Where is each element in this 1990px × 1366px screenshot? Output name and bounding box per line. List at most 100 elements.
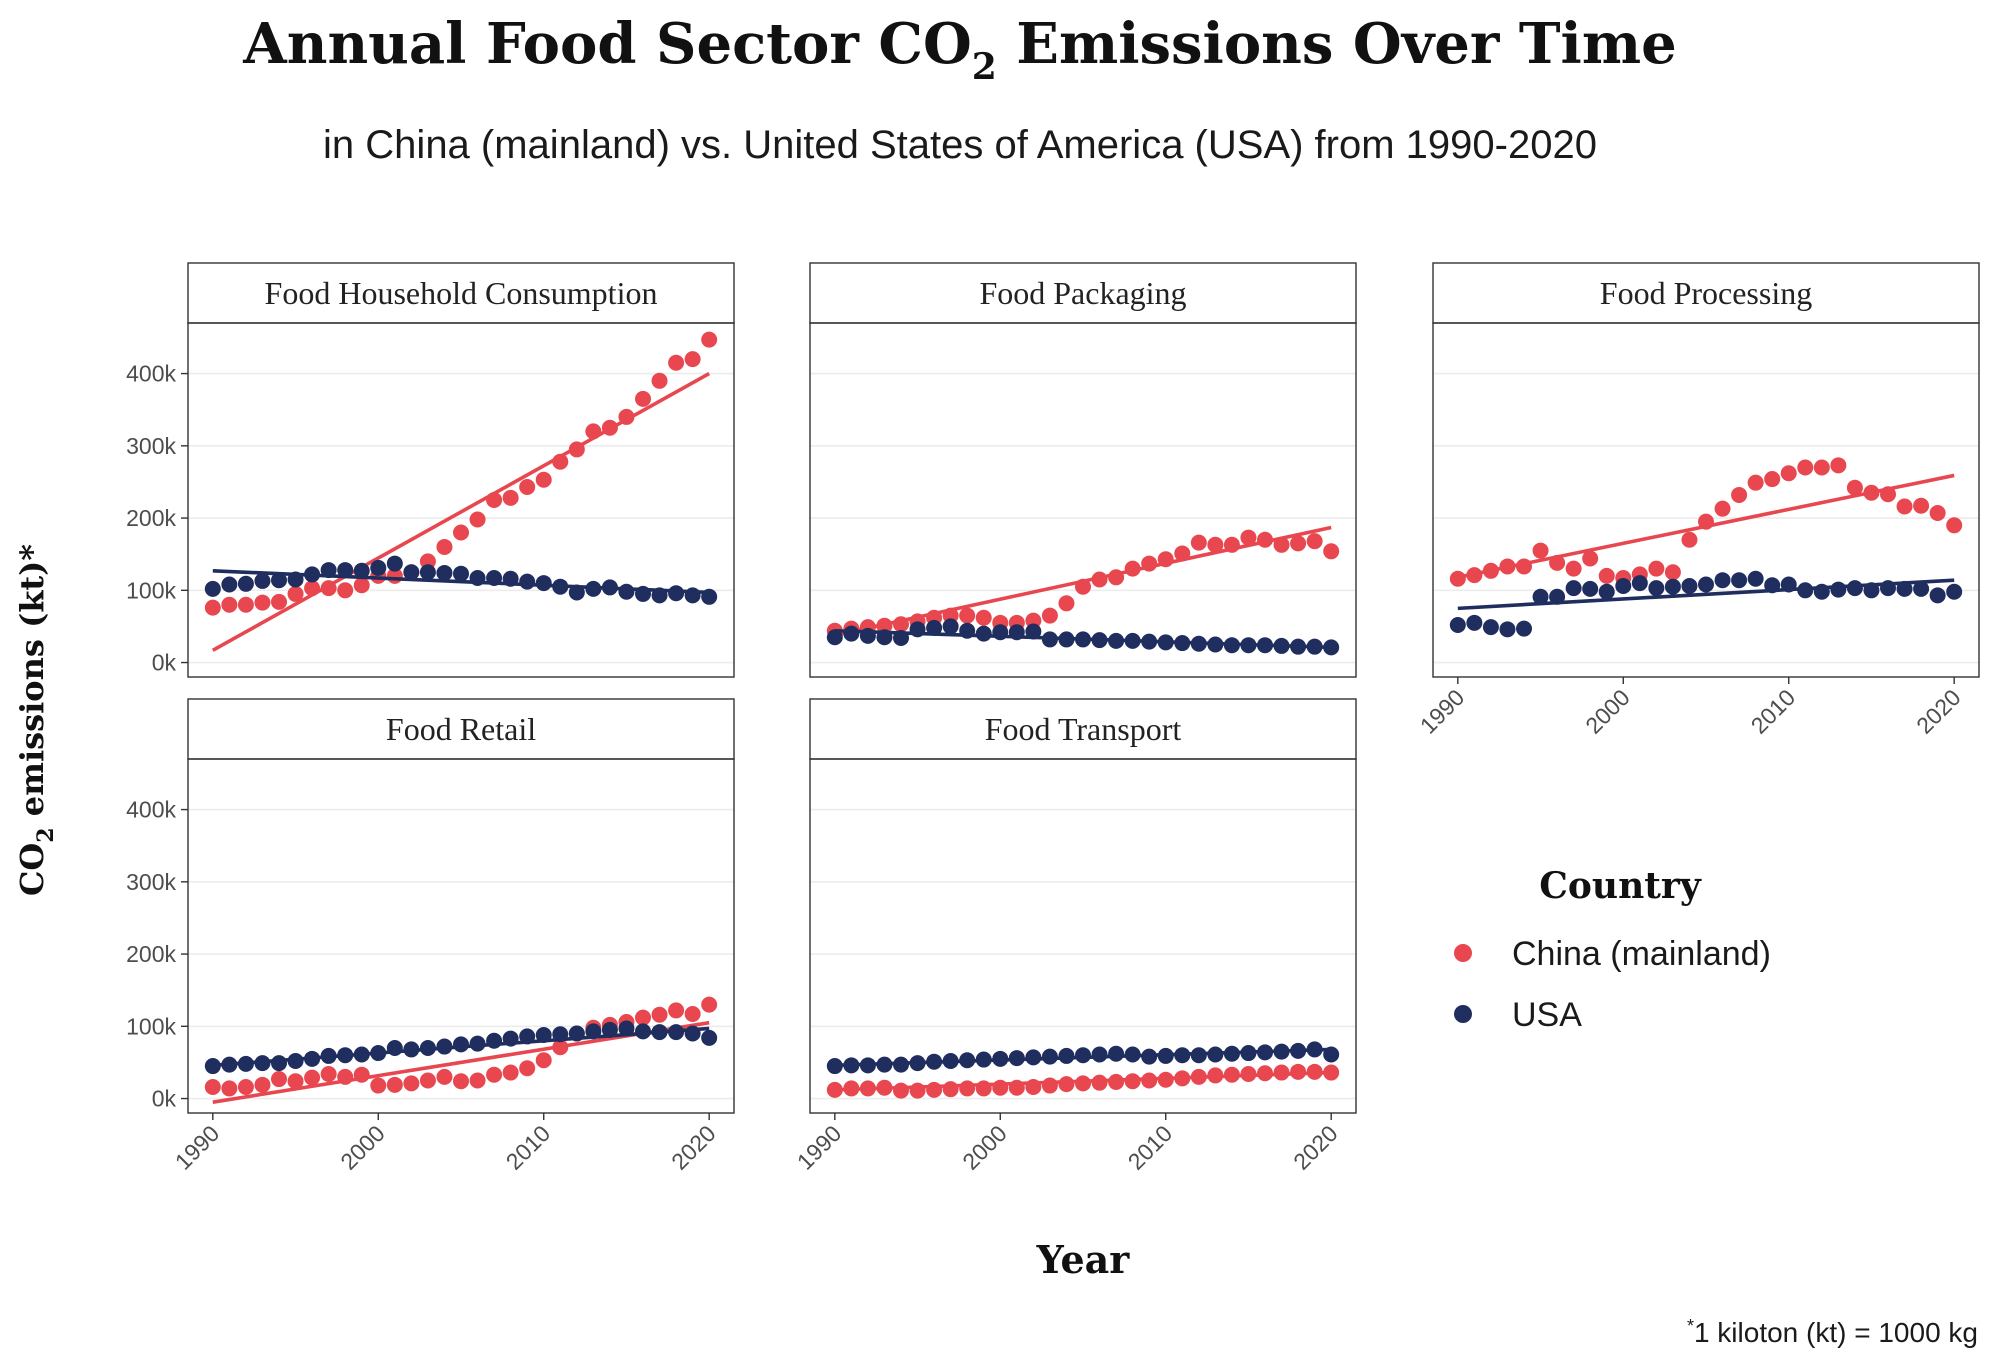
data-point-china-mainland: [320, 1065, 337, 1082]
data-point-china-mainland: [535, 1052, 552, 1069]
data-point-usa: [1714, 572, 1731, 589]
data-point-usa: [453, 1036, 469, 1053]
data-point-china-mainland: [701, 996, 718, 1013]
plot-area: [1433, 323, 1979, 677]
data-point-china-mainland: [651, 372, 668, 389]
x-tick-label: 1990: [170, 1120, 225, 1175]
legend-label-usa: USA: [1512, 996, 1582, 1034]
data-point-china-mainland: [926, 1081, 943, 1098]
facet-strip: [187, 262, 735, 324]
data-point-china-mainland: [1681, 531, 1698, 548]
data-point-china-mainland: [1731, 486, 1748, 503]
y-tick-label: 400k: [126, 361, 176, 387]
facet-title: Food Household Consumption: [265, 275, 658, 311]
data-point-usa: [618, 1020, 635, 1037]
data-point-china-mainland: [254, 594, 271, 611]
data-point-usa: [204, 1058, 221, 1075]
data-point-china-mainland: [436, 538, 453, 555]
legend-label-china: China (mainland): [1512, 935, 1771, 973]
legend-title: Country: [1539, 865, 1702, 907]
data-point-usa: [254, 572, 271, 589]
trend-line-usa: [212, 1026, 710, 1068]
data-point-china-mainland: [271, 593, 287, 610]
x-tick-label: 2010: [1746, 684, 1801, 739]
panel-food-transport: Food Transport 1990 2000 2010 2020: [792, 698, 1357, 1175]
data-point-china-mainland: [1449, 570, 1466, 587]
data-point-china-mainland: [1240, 529, 1257, 546]
data-point-china-mainland: [486, 1066, 503, 1083]
data-point-china-mainland: [975, 609, 992, 626]
data-point-usa: [287, 1052, 304, 1069]
data-point-china-mainland: [1929, 505, 1946, 522]
series-usa: [204, 1020, 718, 1075]
y-axis-label-start: CO: [13, 843, 51, 896]
chart-title-end: Emissions Over Time: [997, 11, 1677, 77]
trend-line-china-mainland: [834, 525, 1332, 637]
data-point-usa: [1946, 583, 1963, 600]
data-point-china-mainland: [1108, 1073, 1125, 1090]
data-point-china-mainland: [1323, 543, 1340, 560]
data-point-china-mainland: [1565, 560, 1582, 577]
chart-title-subscript: 2: [972, 46, 997, 88]
facet-title: Food Retail: [386, 711, 536, 747]
data-point-china-mainland: [1190, 534, 1207, 551]
x-tick-label: 2000: [1580, 684, 1635, 739]
data-point-china-mainland: [519, 478, 536, 495]
trend-line-usa: [212, 569, 710, 595]
data-point-china-mainland: [370, 1077, 387, 1094]
data-point-usa: [975, 625, 992, 642]
x-tick-label: 1990: [1415, 684, 1470, 739]
data-point-china-mainland: [469, 511, 486, 528]
panel-border: [187, 322, 735, 678]
data-point-usa: [1681, 577, 1698, 594]
data-point-china-mainland: [635, 390, 651, 407]
data-point-china-mainland: [1830, 457, 1847, 474]
panel-border: [1432, 322, 1980, 678]
data-point-usa: [271, 1055, 287, 1072]
x-tick-label: 2010: [1123, 1120, 1178, 1175]
y-tick-label: 100k: [126, 577, 176, 603]
data-point-usa: [337, 562, 354, 579]
data-point-china-mainland: [353, 577, 370, 594]
data-point-usa: [271, 572, 287, 589]
data-point-china-mainland: [1041, 607, 1058, 624]
panel-border: [809, 322, 1357, 678]
data-point-china-mainland: [1946, 517, 1963, 534]
data-point-china-mainland: [287, 1073, 304, 1090]
trend-line-china-mainland: [211, 371, 711, 652]
x-tick-label: 1990: [792, 1120, 847, 1175]
series-china-mainland: [204, 331, 718, 652]
y-tick-label: 400k: [126, 797, 176, 823]
data-point-usa: [1058, 1047, 1075, 1064]
data-point-china-mainland: [502, 1064, 519, 1081]
data-point-usa: [1532, 588, 1549, 605]
series-china-mainland: [826, 1063, 1340, 1099]
data-point-usa: [221, 576, 238, 593]
data-point-china-mainland: [304, 1069, 321, 1086]
data-point-china-mainland: [469, 1072, 486, 1089]
data-point-usa: [403, 564, 420, 581]
data-point-china-mainland: [1813, 459, 1830, 476]
data-point-china-mainland: [668, 354, 685, 371]
data-point-usa: [535, 575, 552, 592]
plot-area: [188, 323, 734, 677]
data-point-china-mainland: [684, 351, 701, 368]
data-point-china-mainland: [221, 596, 238, 613]
y-tick-label: 200k: [126, 505, 176, 531]
chart-title-start: Annual Food Sector CO: [242, 11, 971, 77]
data-point-china-mainland: [1714, 500, 1731, 517]
data-point-china-mainland: [204, 599, 221, 616]
data-point-usa: [370, 559, 387, 576]
data-point-china-mainland: [1532, 542, 1549, 559]
x-tick-label: 2020: [1911, 684, 1966, 739]
data-point-china-mainland: [668, 1002, 685, 1019]
data-point-china-mainland: [502, 489, 519, 506]
data-point-usa: [826, 629, 843, 646]
data-point-usa: [1108, 1045, 1125, 1062]
data-point-china-mainland: [1582, 550, 1599, 567]
data-point-usa: [1846, 580, 1863, 597]
y-axis-label-subscript: 2: [33, 827, 59, 842]
facet-strip: [809, 262, 1357, 324]
data-point-china-mainland: [1846, 479, 1863, 496]
data-point-china-mainland: [1075, 1075, 1091, 1092]
